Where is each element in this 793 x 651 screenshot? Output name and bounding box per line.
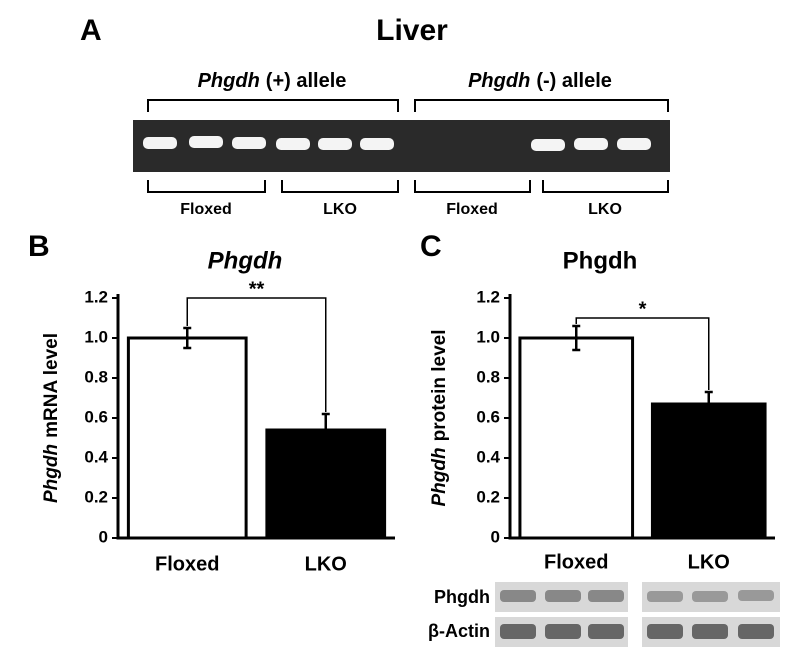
bracket	[147, 99, 669, 112]
blot-label: Phgdh	[434, 587, 490, 607]
y-tick-label: 0.4	[84, 447, 108, 466]
y-tick-label: 0	[99, 527, 108, 546]
group-label: Phgdh (-) allele	[468, 70, 612, 92]
allele: (+) allele	[266, 70, 347, 92]
label: protein level	[429, 329, 450, 441]
y-tick-label: 0.8	[476, 367, 500, 386]
group-label: Phgdh (+) allele	[198, 70, 347, 92]
y-tick-label: 0.4	[476, 447, 500, 466]
bar	[518, 336, 635, 540]
label: mRNA level	[41, 333, 62, 438]
bar	[650, 402, 767, 540]
chart-title: Phgdh	[563, 247, 638, 274]
x-tick-label: LKO	[688, 551, 730, 573]
western-blot	[495, 582, 780, 647]
panel-letter: B	[28, 230, 50, 263]
gene: Phgdh	[468, 70, 530, 92]
lane-label: Floxed	[180, 201, 232, 218]
axis	[508, 294, 775, 540]
figure-title: Liver	[376, 14, 448, 47]
gene: Phgdh	[198, 70, 260, 92]
y-tick-label: 0.6	[476, 407, 500, 426]
lane-label: Floxed	[446, 201, 498, 218]
error-bar	[572, 324, 581, 352]
y-tick-label: 0.2	[84, 487, 108, 506]
gene: Phgdh	[41, 444, 62, 503]
y-tick-label: 0.6	[84, 407, 108, 426]
error-bar	[183, 326, 192, 350]
y-axis-label: Phgdh mRNA level	[41, 333, 62, 503]
significance: **	[249, 278, 265, 300]
bar	[126, 336, 248, 540]
significance-bracket	[186, 297, 327, 412]
axis	[116, 294, 395, 540]
y-tick-label: 0	[491, 527, 500, 546]
gene: Phgdh	[429, 447, 450, 506]
y-tick-label: 1.0	[476, 327, 500, 346]
lane-label: LKO	[323, 201, 357, 218]
x-tick-label: LKO	[305, 553, 347, 575]
panel-letter: C	[420, 230, 442, 263]
error-bar	[704, 390, 713, 418]
significance-bracket	[575, 317, 710, 390]
allele: (-) allele	[536, 70, 612, 92]
blot-label: β-Actin	[428, 621, 490, 641]
bar	[265, 428, 387, 540]
chart-title: Phgdh	[208, 247, 283, 274]
y-tick-label: 0.2	[476, 487, 500, 506]
error-bar	[321, 412, 330, 448]
bands	[143, 136, 651, 151]
y-tick-label: 1.2	[84, 287, 108, 306]
y-tick-label: 0.8	[84, 367, 108, 386]
significance: *	[639, 298, 647, 320]
lane-label: LKO	[588, 201, 622, 218]
x-tick-label: Floxed	[155, 553, 219, 575]
y-tick-label: 1.2	[476, 287, 500, 306]
x-tick-label: Floxed	[544, 551, 608, 573]
panel-letter: A	[80, 14, 102, 47]
bracket	[147, 180, 669, 193]
y-tick-label: 1.0	[84, 327, 108, 346]
y-axis-label: Phgdh protein level	[429, 329, 450, 506]
